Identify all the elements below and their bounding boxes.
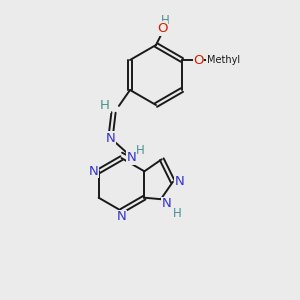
Text: H: H — [160, 14, 169, 28]
Text: O: O — [193, 53, 204, 67]
Text: H: H — [173, 207, 182, 220]
Text: Methyl: Methyl — [206, 55, 240, 65]
Text: O: O — [157, 22, 167, 35]
Text: N: N — [88, 165, 98, 178]
Text: N: N — [106, 131, 116, 145]
Text: H: H — [100, 99, 110, 112]
Text: N: N — [175, 175, 184, 188]
Text: N: N — [161, 197, 171, 210]
Text: N: N — [117, 210, 126, 224]
Text: N: N — [127, 151, 136, 164]
Text: H: H — [136, 144, 144, 158]
